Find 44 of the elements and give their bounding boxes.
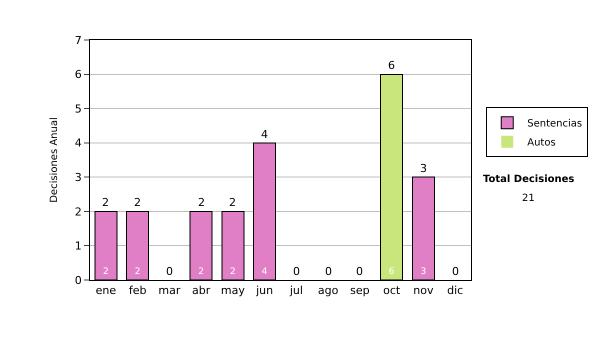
x-tick-label: dic (447, 284, 464, 298)
data-label: 3 (420, 267, 426, 277)
total-label: 0 (325, 265, 332, 278)
y-axis-title: Decisiones Anual (48, 117, 60, 203)
x-tick-label: nov (413, 284, 434, 298)
total-label: 2 (134, 196, 141, 209)
y-tick-label: 2 (74, 205, 82, 218)
total-label: 0 (452, 265, 459, 278)
data-label: 6 (388, 267, 395, 277)
total-label: 0 (166, 265, 173, 278)
data-label: 2 (134, 267, 140, 277)
x-tick-label: mar (158, 284, 181, 298)
total-label: 0 (356, 265, 363, 278)
x-tick-label: jun (255, 284, 274, 298)
data-label: 2 (103, 267, 109, 277)
x-tick-label: oct (383, 284, 401, 298)
y-tick-label: 4 (74, 136, 82, 150)
total-label: 3 (420, 162, 427, 175)
x-tick-label: may (220, 284, 246, 298)
y-tick-label: 3 (74, 170, 82, 184)
total-label: 4 (261, 128, 268, 141)
data-label: 2 (198, 267, 204, 277)
total-label: 2 (198, 196, 205, 209)
y-tick-label: 6 (74, 68, 82, 82)
y-tick-label: 0 (74, 274, 82, 287)
data-label: 4 (262, 267, 268, 277)
legend-label: Autos (527, 138, 556, 149)
total-label: 2 (229, 196, 236, 209)
y-tick-label: 5 (74, 102, 82, 116)
x-tick-label: sep (350, 284, 370, 298)
x-tick-label: ene (96, 284, 116, 298)
y-tick-label: 7 (74, 34, 82, 47)
text: 21 (522, 193, 535, 204)
x-tick-label: jul (288, 284, 303, 298)
text: Total Decisiones (483, 174, 574, 185)
total-label: 6 (388, 59, 395, 72)
data-label: 2 (230, 267, 236, 277)
legend-label: Sentencias (527, 118, 582, 130)
total-label: 2 (102, 196, 109, 209)
x-tick-label: abr (192, 284, 211, 298)
x-tick-label: feb (128, 284, 146, 298)
x-tick-label: ago (318, 284, 339, 298)
y-tick-label: 1 (74, 240, 82, 253)
total-label: 0 (293, 265, 300, 278)
